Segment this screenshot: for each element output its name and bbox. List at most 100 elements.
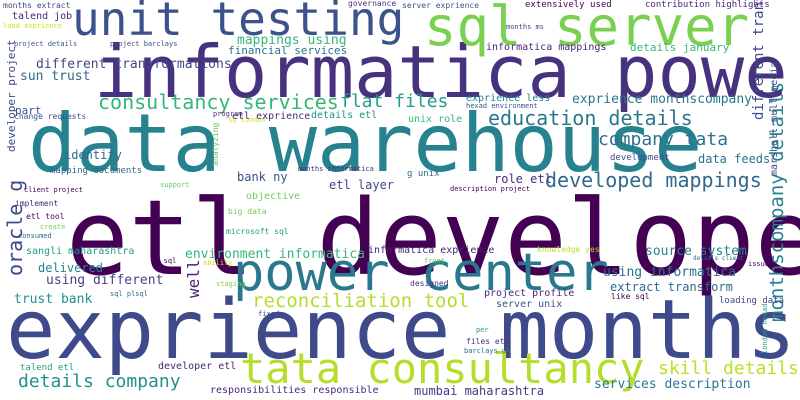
word-data-feeds: data feeds xyxy=(698,152,771,166)
word-ability: ability xyxy=(203,259,233,267)
word-reconciliation-tool: reconciliation tool xyxy=(252,290,470,312)
word-hexad-environment: hexad environment xyxy=(466,102,538,110)
word-details-company: details company xyxy=(18,371,181,392)
word-consumed: consumed xyxy=(18,232,52,240)
word-project-barclays: project barclays xyxy=(110,40,178,48)
word-staging: staging xyxy=(216,280,246,288)
word-description-project: description project xyxy=(450,185,531,193)
word-big-data: big data xyxy=(228,207,267,216)
word-bank-ny: bank ny xyxy=(237,170,288,184)
word-environment-informatica: environment informatica xyxy=(185,247,366,262)
word-etl-layer: etl layer xyxy=(329,178,395,192)
word-details-client: details client xyxy=(693,255,744,262)
word-support: support xyxy=(160,181,190,189)
word-financial-services: financial services xyxy=(228,44,348,57)
word-mumbai-maharashtra: mumbai maharashtra xyxy=(414,384,545,398)
word-sql-server: sql server xyxy=(424,0,750,58)
word-center-oracle: different transformations xyxy=(751,0,767,120)
word-different-transformations-shown: different transformations xyxy=(36,57,232,72)
word-program: program xyxy=(213,110,243,118)
word-details-etl: details etl xyxy=(311,110,378,121)
word-informatica-exprience: informatica exprience xyxy=(368,245,495,256)
word-etl-developer: etl developer xyxy=(66,177,800,299)
word-exprience-less: exprience less xyxy=(466,93,551,104)
word-implement: implement xyxy=(15,199,59,208)
word-sun-trust: sun trust xyxy=(20,69,91,84)
word-barclays-uk: barclays uk xyxy=(464,347,511,355)
word-well: well xyxy=(184,259,203,298)
word-load-exprience: load exprience xyxy=(3,22,63,30)
word-unix-role: unix role xyxy=(408,114,463,125)
word-development: development xyxy=(610,153,670,163)
word-governance: governance xyxy=(348,0,397,8)
word-like-sql: like sql xyxy=(611,292,650,301)
word-exprience-months: exprience months xyxy=(6,283,796,378)
word-developer-etl: developer etl xyxy=(158,361,237,372)
word-ms-sql: ms sql xyxy=(151,257,177,265)
word-contribution-highlights: contribution highlights xyxy=(645,0,770,10)
word-skill-details: skill details xyxy=(658,358,799,379)
word-role-etl: role etl xyxy=(494,172,552,186)
word-designed: designed xyxy=(410,279,449,288)
word-details-january: details january xyxy=(630,41,730,54)
word-etl-exprience: etl exprience xyxy=(232,111,311,122)
word-company-tata: company tata xyxy=(598,129,729,150)
word-client-project: client project xyxy=(24,186,84,194)
word-education-details: education details xyxy=(488,106,693,130)
word-per: per xyxy=(476,326,489,334)
word-mapping-documents: mapping documents xyxy=(50,166,143,176)
word-extensively-used: extensively used xyxy=(525,0,612,10)
word-consultancy-services: consultancy services xyxy=(98,90,339,114)
word-server-exprience: server exprience xyxy=(402,1,480,10)
word-analyzing: analyzing xyxy=(211,122,220,166)
word-using-different: using different xyxy=(46,273,164,288)
word-months-extract: months extract xyxy=(3,1,71,10)
word-power-center: power center xyxy=(233,243,609,303)
word-part: part xyxy=(15,104,42,117)
word-developer-project: developer project xyxy=(5,39,18,152)
word-months-informatica: months informatica xyxy=(298,165,374,173)
word-files-etc: files etc xyxy=(466,337,510,346)
word-mappings-using: mappings using xyxy=(237,33,347,48)
word-informatica-power: informatica power xyxy=(94,30,800,114)
word-developed-mappings: developed mappings xyxy=(545,168,762,192)
word-issues: issues xyxy=(748,260,774,268)
word-responsibilities-responsible: responsibilities responsible xyxy=(210,385,379,396)
word-front: front xyxy=(424,257,446,265)
word-project-profile: project profile xyxy=(484,288,575,299)
word-extract-transform: extract transform xyxy=(610,280,733,294)
word-objective: objective xyxy=(246,191,301,202)
word-source-system: source system xyxy=(645,244,747,259)
word-server-unix: server unix xyxy=(496,299,563,310)
word-unit-testing: unit testing xyxy=(72,0,405,46)
word-talend-etl: talend etl xyxy=(20,363,75,373)
word-data-warehouse: data warehouse xyxy=(28,97,703,190)
word-london-hexad: london hexad xyxy=(761,303,769,354)
word-exprience-monthscompany: exprience monthscompany xyxy=(572,92,753,107)
word-informatica-mappings: informatica mappings xyxy=(486,42,607,53)
word-sb-london: sb london xyxy=(228,116,266,124)
word-loading-data: loading data xyxy=(719,296,785,306)
word-sangli-maharashtra: sangli maharashtra xyxy=(26,246,135,257)
word-delivered: delivered xyxy=(38,261,104,275)
word-knowledge-yes: knowledge yes xyxy=(537,245,600,254)
word-services-description: services description xyxy=(594,377,751,392)
word-months-ms: months ms xyxy=(506,23,544,31)
word-project-details: project details xyxy=(14,40,78,48)
word-change-requests: change requests xyxy=(14,112,87,121)
word-g-unix: g unix xyxy=(407,169,440,179)
word-identify: identify xyxy=(64,148,122,162)
word-flat-files: flat files xyxy=(340,91,449,112)
word-using-informatica: using informatica xyxy=(603,265,737,280)
word-talend-job: talend job xyxy=(12,11,73,22)
word-trust-bank: trust bank xyxy=(14,292,93,307)
word-etl-tool: etl tool xyxy=(26,212,65,221)
word-oracle-g: oracle g xyxy=(3,179,27,276)
word-sql-plsql: sql plsql xyxy=(110,290,148,298)
word-tata-consultancy: tata consultancy xyxy=(240,344,645,393)
word-create: create xyxy=(40,223,66,231)
word-fixed: fixed xyxy=(258,310,280,318)
word-marshall-multimedia: marshall multimedia xyxy=(769,61,780,176)
word-microsoft-sql: microsoft sql xyxy=(226,227,289,236)
